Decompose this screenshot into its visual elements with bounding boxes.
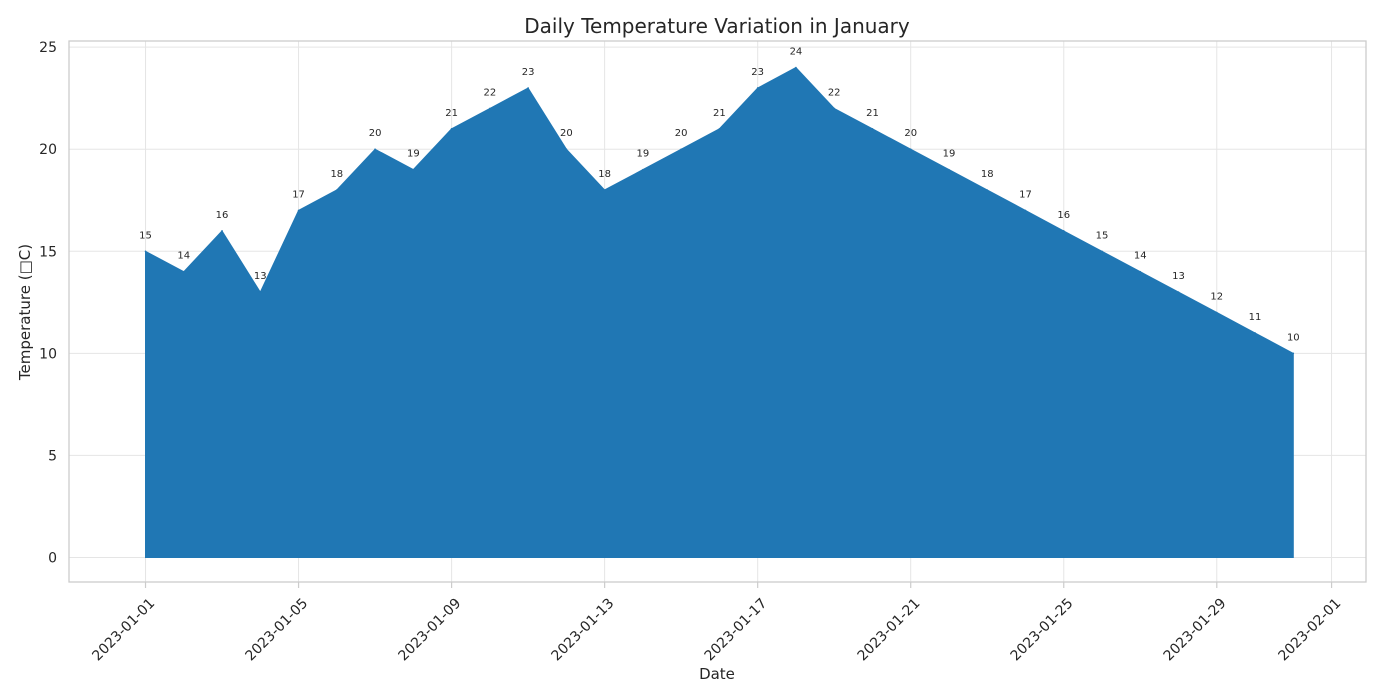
y-tick-label: 20 <box>39 142 57 158</box>
x-tick-label: 2023-01-29 <box>1161 595 1230 664</box>
data-label: 20 <box>675 128 688 139</box>
y-tick-label: 25 <box>39 40 57 56</box>
data-point <box>718 127 721 130</box>
data-point <box>1177 291 1180 293</box>
x-tick-label: 2023-01-05 <box>242 595 311 664</box>
area-series <box>144 66 1295 558</box>
data-point <box>948 168 950 171</box>
data-point <box>1292 352 1295 355</box>
data-label: 17 <box>292 189 305 200</box>
data-point <box>795 66 797 69</box>
data-label: 11 <box>1249 312 1262 323</box>
data-label: 10 <box>1287 332 1300 343</box>
x-tick-label: 2023-01-17 <box>702 595 771 664</box>
data-point <box>565 148 568 150</box>
data-point <box>603 189 606 191</box>
data-label: 17 <box>1019 189 1032 200</box>
data-label: 22 <box>828 87 841 98</box>
y-tick-label: 0 <box>48 551 57 567</box>
data-point <box>336 189 338 191</box>
temperature-area <box>145 66 1294 558</box>
data-point <box>1024 209 1027 212</box>
x-tick-label: 2023-01-09 <box>396 595 465 664</box>
data-label: 23 <box>522 67 535 78</box>
data-label: 15 <box>139 230 152 241</box>
data-label: 13 <box>254 271 267 282</box>
data-point <box>489 107 491 110</box>
data-label: 21 <box>866 108 879 119</box>
plot-frame <box>68 40 1367 583</box>
data-label: 18 <box>330 169 343 180</box>
data-labels: 15 14 16 13 17 18 20 19 21 22 23 20 18 19 20 21 23 24 22 21… <box>139 47 1300 344</box>
data-point <box>680 148 682 150</box>
data-point <box>1062 230 1065 232</box>
data-point <box>144 250 147 253</box>
y-axis-label: Temperature (□C) <box>16 244 34 381</box>
data-point <box>1139 270 1142 273</box>
data-label: 13 <box>1172 271 1185 282</box>
data-point <box>221 230 223 232</box>
data-label: 24 <box>790 47 803 58</box>
data-point <box>1254 332 1256 334</box>
data-point <box>182 270 185 273</box>
data-point <box>1215 311 1218 314</box>
chart-title: Daily Temperature Variation in January <box>524 14 910 38</box>
data-point <box>450 127 453 130</box>
data-label: 12 <box>1210 292 1223 303</box>
data-label: 20 <box>560 128 573 139</box>
data-point <box>1101 250 1103 253</box>
data-label: 21 <box>445 108 458 119</box>
data-point <box>642 168 644 171</box>
data-label: 21 <box>713 108 726 119</box>
data-label: 18 <box>981 169 994 180</box>
data-label: 16 <box>216 210 229 221</box>
x-tick-label: 2023-01-13 <box>549 595 618 664</box>
data-point <box>909 148 912 150</box>
data-point <box>756 87 759 89</box>
data-point <box>833 107 835 110</box>
data-label: 19 <box>943 149 956 160</box>
data-point <box>527 87 529 89</box>
data-point <box>871 127 874 130</box>
data-point <box>259 291 262 293</box>
data-point <box>374 148 376 150</box>
x-tick-label: 2023-01-01 <box>89 595 158 664</box>
data-label: 16 <box>1057 210 1070 221</box>
x-tick-label: 2023-02-01 <box>1275 595 1344 664</box>
data-label: 14 <box>1134 251 1147 262</box>
data-label: 14 <box>177 251 190 262</box>
data-label: 20 <box>369 128 382 139</box>
y-tick-label: 5 <box>48 448 57 464</box>
data-label: 19 <box>637 149 650 160</box>
data-point <box>986 189 989 191</box>
y-tick-label: 15 <box>39 244 57 260</box>
data-label: 22 <box>483 87 496 98</box>
x-axis-label: Date <box>699 665 735 683</box>
data-point <box>297 209 300 212</box>
data-label: 15 <box>1096 230 1109 241</box>
data-point <box>412 168 415 171</box>
x-tick-label: 2023-01-21 <box>855 595 924 664</box>
data-label: 18 <box>598 169 611 180</box>
data-label: 19 <box>407 149 420 160</box>
x-tick-label: 2023-01-25 <box>1008 595 1077 664</box>
data-label: 23 <box>751 67 764 78</box>
data-label: 20 <box>904 128 917 139</box>
y-tick-label: 10 <box>39 346 57 362</box>
